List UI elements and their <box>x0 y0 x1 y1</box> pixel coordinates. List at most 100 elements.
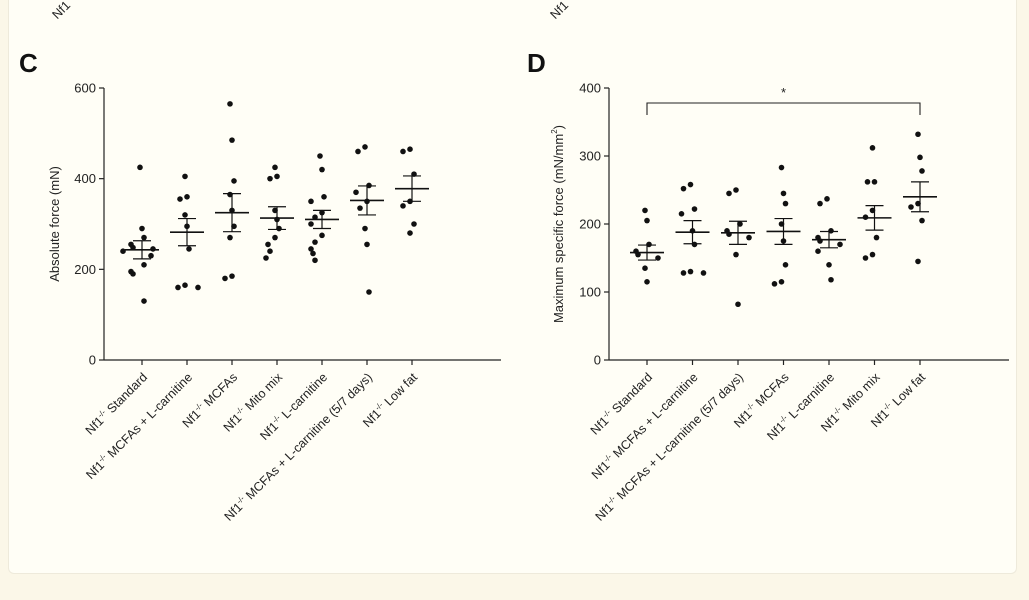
category-superscript: -/- <box>744 401 756 413</box>
data-point <box>312 214 318 220</box>
data-point <box>120 248 126 254</box>
data-point <box>864 179 871 185</box>
data-point <box>308 198 314 205</box>
data-point <box>274 173 280 180</box>
y-axis-title-superscript: 2 <box>550 129 559 134</box>
y-axis-title-text: Absolute force (mN) <box>47 166 62 282</box>
data-point <box>919 217 925 224</box>
data-point <box>272 234 278 241</box>
data-point <box>655 255 661 261</box>
data-point <box>308 246 314 252</box>
data-point <box>837 241 843 248</box>
data-point <box>267 248 273 254</box>
y-tick-label: 0 <box>89 353 96 368</box>
data-point <box>733 251 739 258</box>
y-tick-label: 200 <box>74 262 96 277</box>
data-point <box>862 255 869 261</box>
data-point <box>780 190 787 197</box>
data-point <box>267 175 273 182</box>
category-superscript: -/- <box>96 408 108 420</box>
category-suffix: Mito mix <box>837 370 883 416</box>
y-axis-title: Absolute force (mN) <box>47 166 62 282</box>
data-point <box>364 241 370 248</box>
y-tick-label: 200 <box>579 217 601 232</box>
data-point <box>400 203 406 209</box>
data-point <box>310 250 316 257</box>
category-superscript: -/- <box>373 400 385 412</box>
data-point <box>680 270 687 276</box>
significance-bracket <box>646 102 921 115</box>
category-superscript: -/- <box>193 401 205 413</box>
data-point <box>407 146 413 152</box>
data-point <box>733 187 739 193</box>
category-superscript: -/- <box>235 494 247 506</box>
data-point <box>746 234 752 241</box>
category-superscript: -/- <box>270 413 282 425</box>
category-superscript: -/- <box>881 400 893 412</box>
data-point <box>735 301 741 308</box>
y-axis-title-end: ) <box>551 125 566 129</box>
data-point <box>184 194 190 200</box>
data-point <box>917 154 923 161</box>
y-tick-label: 400 <box>74 171 96 186</box>
data-point <box>357 205 363 211</box>
data-point <box>175 284 181 291</box>
y-axis-title: Maximum specific force (mN/mm2) <box>550 125 566 323</box>
data-point <box>644 217 650 224</box>
data-point <box>319 166 325 173</box>
category-superscript: -/- <box>602 452 614 464</box>
data-point <box>319 232 325 239</box>
top-cropped-label: Nf1 <box>547 0 571 22</box>
data-point <box>227 234 233 241</box>
data-point <box>141 262 147 268</box>
data-point <box>642 265 648 272</box>
data-point <box>130 244 136 251</box>
figure-card: Nf1 Nf1 C 0 200 400 600 Absolute force (mN) Nf1-… <box>8 0 1017 574</box>
category-suffix: Mito mix <box>240 370 286 416</box>
data-point <box>130 271 136 277</box>
data-point <box>366 289 372 295</box>
category-superscript: -/- <box>96 452 108 464</box>
data-point <box>826 262 832 268</box>
data-point <box>680 185 687 192</box>
data-point <box>782 200 789 207</box>
data-point <box>915 131 921 138</box>
category-suffix: Low fat <box>379 370 420 411</box>
data-point <box>229 273 235 279</box>
category-superscript: -/- <box>606 494 618 506</box>
data-point <box>362 225 368 232</box>
data-point <box>782 262 789 268</box>
data-point <box>321 194 327 200</box>
data-point <box>642 207 648 214</box>
data-point <box>182 212 188 218</box>
data-point <box>150 246 156 252</box>
data-point <box>726 190 732 197</box>
data-point <box>687 181 694 188</box>
category-superscript: -/- <box>777 413 789 425</box>
data-point <box>362 144 368 150</box>
data-point <box>263 255 269 261</box>
top-cropped-label: Nf1 <box>49 0 73 22</box>
y-tick-label: 0 <box>594 353 601 368</box>
data-point <box>227 101 233 107</box>
data-point <box>231 178 237 184</box>
data-point <box>873 234 880 241</box>
data-point <box>869 251 876 258</box>
data-point <box>700 270 707 276</box>
category-suffix: MCFAs + L-carnitine <box>608 370 701 463</box>
data-point <box>355 148 361 155</box>
data-point <box>141 298 147 304</box>
data-point <box>644 279 650 285</box>
y-tick-label: 600 <box>74 81 96 96</box>
data-point <box>778 279 785 285</box>
data-point <box>771 281 778 287</box>
data-point <box>407 230 413 236</box>
data-point <box>308 221 314 227</box>
data-point <box>148 252 154 259</box>
data-point <box>915 258 921 265</box>
data-point <box>908 204 914 210</box>
data-point <box>691 206 698 212</box>
panel-letter: D <box>527 48 546 78</box>
